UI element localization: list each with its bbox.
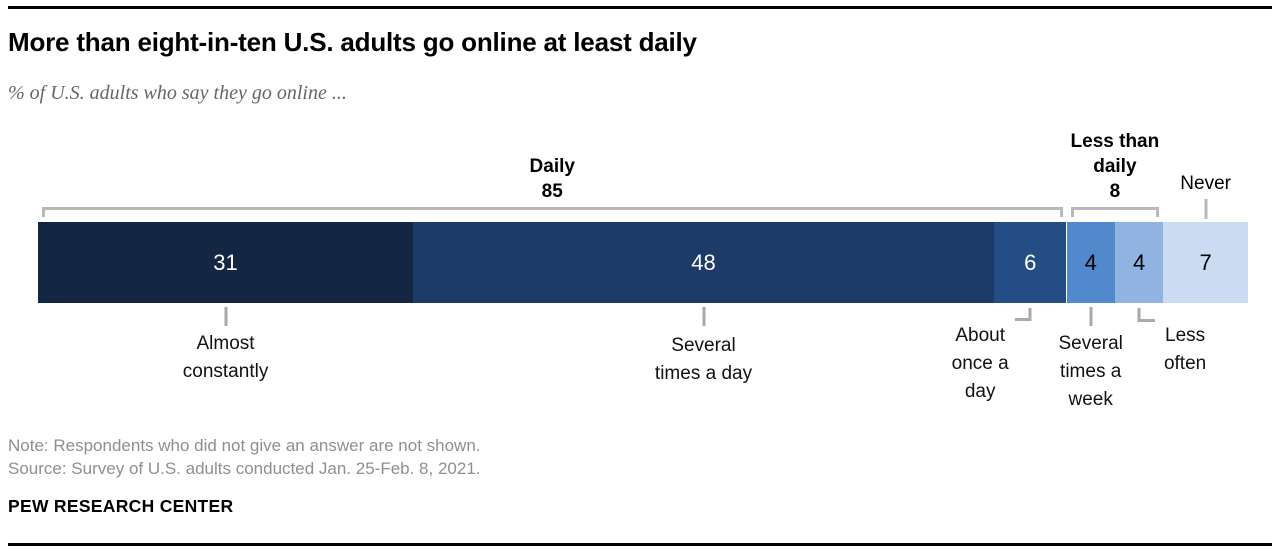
bar-value-almost-constantly: 31 xyxy=(213,249,238,275)
bar-segment-almost-constantly: 31 xyxy=(38,222,414,303)
connector-elbow-arm-less-often xyxy=(1139,319,1156,322)
bar-segment-about-once-a-day: 6 xyxy=(993,222,1067,303)
chart-note: Note: Respondents who did not give an an… xyxy=(8,436,481,455)
segment-label-line: Several xyxy=(1058,333,1123,354)
segment-label-line: Several xyxy=(671,335,736,356)
connector-tick-several-times-a-day xyxy=(702,307,705,326)
segment-label-several-times-a-day: Several times a day xyxy=(655,332,752,388)
segment-label-line: times a xyxy=(1060,361,1122,382)
segment-label-about-once-a-day: About once a day xyxy=(952,322,1009,406)
segment-label-almost-constantly: Almost constantly xyxy=(183,330,269,386)
bar-segment-several-times-a-week: 4 xyxy=(1066,222,1115,303)
bar-value-less-often: 4 xyxy=(1132,249,1146,275)
group-annotation-line: Never xyxy=(1180,173,1231,194)
chart-source: Source: Survey of U.S. adults conducted … xyxy=(8,459,481,478)
group-bracket-daily xyxy=(42,207,1063,217)
connector-elbow-arm-about-once-a-day xyxy=(1015,318,1031,321)
group-tick-never xyxy=(1204,199,1208,219)
chart-subtitle: % of U.S. adults who say they go online … xyxy=(8,82,347,104)
segment-label-line: day xyxy=(964,381,996,402)
pew-research-center-brand: PEW RESEARCH CENTER xyxy=(8,496,234,516)
group-bracket-less-than-daily xyxy=(1070,207,1160,217)
group-annotation-line: Daily xyxy=(529,156,575,177)
segment-label-line: constantly xyxy=(182,361,269,382)
segment-label-line: times a day xyxy=(654,363,753,384)
bar-segment-never: 7 xyxy=(1163,222,1248,303)
bar-value-several-times-a-day: 48 xyxy=(691,249,716,275)
bar-value-about-once-a-day: 6 xyxy=(1024,249,1037,275)
group-annotation-line: 8 xyxy=(1109,181,1121,202)
segment-label-line: often xyxy=(1163,353,1207,374)
group-annotation-line: Less than xyxy=(1070,131,1160,152)
segment-label-several-times-a-week: Several times a week xyxy=(1058,330,1122,414)
connector-tick-several-times-a-week xyxy=(1089,307,1093,326)
bottom-rule xyxy=(8,543,1272,546)
bar-value-several-times-a-week: 4 xyxy=(1084,249,1097,275)
connector-elbow-about-once-a-day xyxy=(1028,308,1032,321)
segment-label-line: Almost xyxy=(196,333,255,354)
segment-label-line: week xyxy=(1068,389,1113,410)
top-rule xyxy=(8,6,1272,9)
connector-tick-almost-constantly xyxy=(224,307,228,326)
segment-label-line: Less xyxy=(1165,325,1206,346)
connector-elbow-less-often xyxy=(1137,308,1141,322)
chart-title: More than eight-in-ten U.S. adults go on… xyxy=(8,27,697,57)
segment-label-line: About xyxy=(955,325,1006,346)
group-annotation-line: 85 xyxy=(541,181,563,202)
bar-segment-several-times-a-day: 48 xyxy=(413,222,994,303)
chart-canvas: 31 Almost constantly 48 Several times a day 6 A… xyxy=(38,120,1248,425)
bar-segment-less-often: 4 xyxy=(1114,222,1164,303)
segment-label-less-often: Less often xyxy=(1164,322,1206,378)
segment-label-line: once a xyxy=(951,353,1009,374)
group-annotation-line: daily xyxy=(1093,156,1137,177)
group-annotation-daily: Daily 85 xyxy=(530,154,575,204)
group-annotation-less-than-daily: Less than daily 8 xyxy=(1071,129,1160,204)
bar-value-never: 7 xyxy=(1199,249,1212,275)
group-annotation-never: Never xyxy=(1180,171,1231,196)
